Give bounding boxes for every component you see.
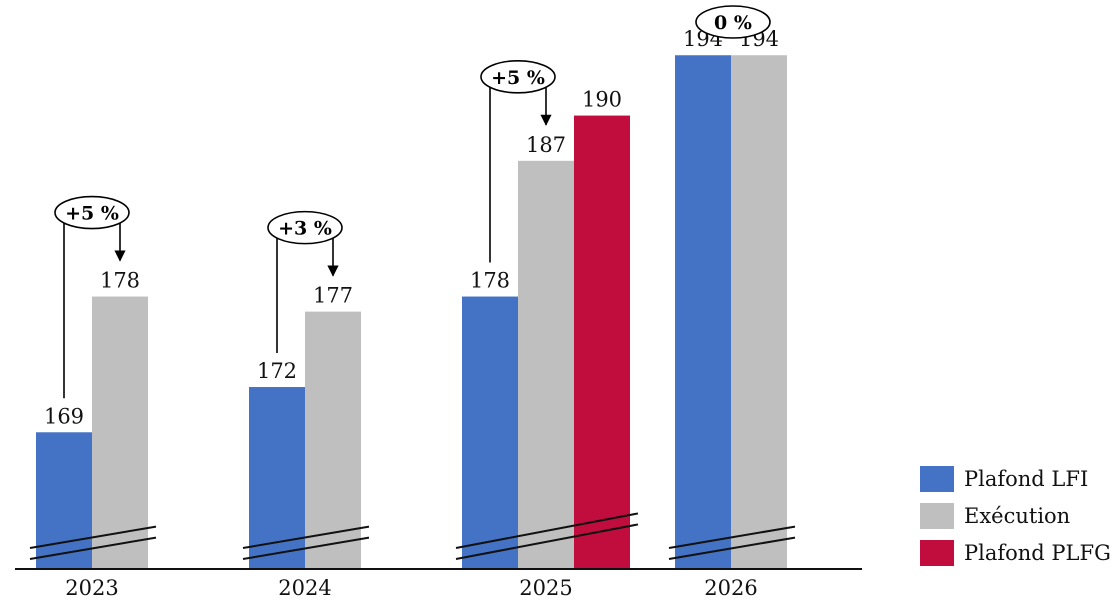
x-tick-label-2023: 2023 xyxy=(65,576,118,600)
axis-break-line-2024-1 xyxy=(242,536,370,560)
x-tick-label-2025: 2025 xyxy=(519,576,572,600)
bar-plafond-lfi-2023 xyxy=(36,432,92,568)
legend-swatch-plafond-lfi xyxy=(920,465,954,492)
bar-ex-cution-2024 xyxy=(305,311,361,568)
bar-ex-cution-2023 xyxy=(92,296,148,568)
data-label-2023-0: 169 xyxy=(44,404,84,428)
growth-badge-2026 xyxy=(695,5,771,39)
x-tick-label-2024: 2024 xyxy=(278,576,331,600)
legend-item-execution: Exécution xyxy=(920,497,1111,534)
data-label-2024-0: 172 xyxy=(257,359,297,383)
growth-label-2026: 0 % xyxy=(714,12,752,34)
axis-break-line-2026-0 xyxy=(668,525,796,549)
growth-label-2023: +5 % xyxy=(65,203,119,225)
data-label-2025-2: 190 xyxy=(582,88,622,112)
axis-break-line-2025-0 xyxy=(455,512,639,549)
legend-item-plafond-plfg: Plafond PLFG xyxy=(920,534,1111,571)
axis-break-line-2024-0 xyxy=(242,525,370,549)
legend-label-plafond-plfg: Plafond PLFG xyxy=(964,540,1111,565)
x-tick-label-2026: 2026 xyxy=(704,576,757,600)
legend-item-plafond-lfi: Plafond LFI xyxy=(920,460,1111,497)
legend-label-execution: Exécution xyxy=(964,503,1071,528)
data-label-2025-0: 178 xyxy=(470,269,510,293)
axis-break-line-2023-1 xyxy=(29,536,157,560)
axis-break-line-2025-1 xyxy=(455,523,639,560)
data-label-2025-1: 187 xyxy=(526,133,566,157)
growth-badge-2025 xyxy=(480,60,556,94)
legend-swatch-execution xyxy=(920,502,954,529)
axis-break-line-2023-0 xyxy=(29,525,157,549)
growth-label-2024: +3 % xyxy=(278,218,332,240)
data-label-2024-1: 177 xyxy=(313,284,353,308)
growth-badge-2023 xyxy=(54,195,130,230)
data-label-2023-1: 178 xyxy=(100,269,140,293)
bar-plafond-lfi-2026 xyxy=(675,55,731,569)
growth-badge-2024 xyxy=(267,210,343,245)
growth-label-2025: +5 % xyxy=(491,67,545,89)
bar-ex-cution-2026 xyxy=(731,55,787,569)
bar-plafond-lfi-2025 xyxy=(462,296,518,568)
legend: Plafond LFI Exécution Plafond PLFG xyxy=(920,460,1111,571)
axis-break-line-2026-1 xyxy=(668,536,796,560)
legend-label-plafond-lfi: Plafond LFI xyxy=(964,466,1089,491)
bar-plafond-lfi-2024 xyxy=(249,387,305,568)
bar-plafond-plfg-2025 xyxy=(574,115,630,568)
bar-ex-cution-2025 xyxy=(518,160,574,569)
legend-swatch-plafond-plfg xyxy=(920,539,954,566)
